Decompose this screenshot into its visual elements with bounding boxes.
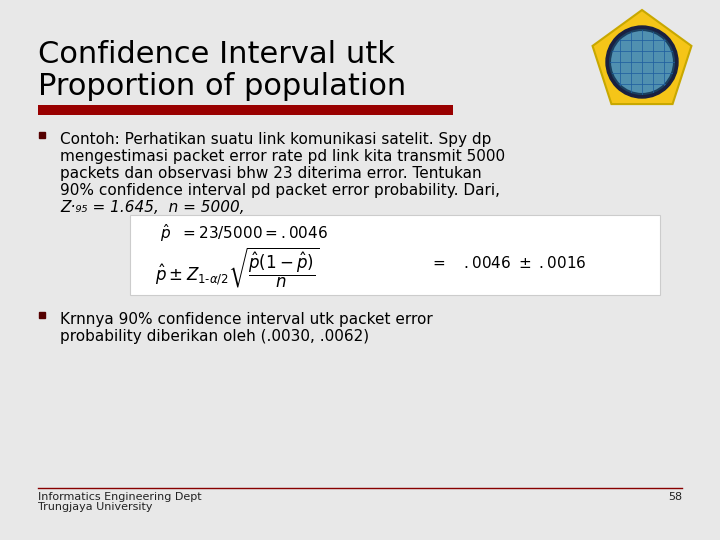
Text: mengestimasi packet error rate pd link kita transmit 5000: mengestimasi packet error rate pd link k…: [60, 149, 505, 164]
Text: Contoh: Perhatikan suatu link komunikasi satelit. Spy dp: Contoh: Perhatikan suatu link komunikasi…: [60, 132, 491, 147]
Text: Confidence Interval utk: Confidence Interval utk: [38, 40, 395, 69]
Text: $\hat{p}$$\ \ = 23/5000 = .0046$: $\hat{p}$$\ \ = 23/5000 = .0046$: [160, 222, 328, 244]
Circle shape: [610, 30, 674, 94]
Text: Krnnya 90% confidence interval utk packet error: Krnnya 90% confidence interval utk packe…: [60, 312, 433, 327]
Text: packets dan observasi bhw 23 diterima error. Tentukan: packets dan observasi bhw 23 diterima er…: [60, 166, 482, 181]
Bar: [38, 105, 453, 115]
Text: 90% confidence interval pd packet error probability. Dari,: 90% confidence interval pd packet error …: [60, 183, 500, 198]
Bar: [130, 215, 660, 295]
Circle shape: [606, 26, 678, 98]
Text: $\hat{p} \pm Z_{1\text{-}\alpha/2}\sqrt{\dfrac{\hat{p}(1-\hat{p})}{n}}$: $\hat{p} \pm Z_{1\text{-}\alpha/2}\sqrt{…: [155, 245, 320, 289]
Text: Proportion of population: Proportion of population: [38, 72, 406, 101]
Polygon shape: [593, 10, 691, 104]
Text: Informatics Engineering Dept: Informatics Engineering Dept: [38, 492, 202, 502]
Text: Trungjaya University: Trungjaya University: [38, 502, 153, 512]
Text: Z·₉₅ = 1.645,  n = 5000,: Z·₉₅ = 1.645, n = 5000,: [60, 200, 245, 215]
Text: probability diberikan oleh (.0030, .0062): probability diberikan oleh (.0030, .0062…: [60, 329, 369, 344]
Text: 58: 58: [668, 492, 682, 502]
Text: $=\quad .0046\ \pm\ .0016$: $=\quad .0046\ \pm\ .0016$: [430, 255, 587, 271]
